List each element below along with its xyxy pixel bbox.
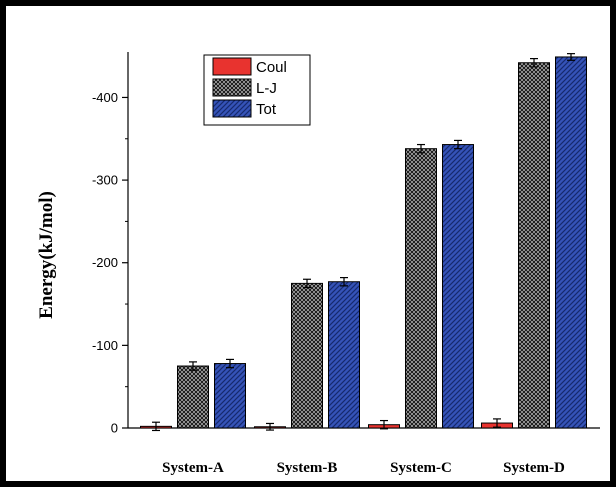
y-axis-title: Energy(kJ/mol) xyxy=(36,191,57,319)
y-tick-label: -200 xyxy=(92,255,118,270)
legend: Coul L-J Tot xyxy=(203,54,311,126)
bar-tot-system-d xyxy=(555,56,587,429)
x-axis: System-A System-B System-C System-D xyxy=(128,427,600,476)
x-category-label: System-C xyxy=(390,460,452,476)
bar-tot-system-b xyxy=(328,281,360,429)
bars xyxy=(140,53,587,432)
bar-l-j-system-d xyxy=(518,62,550,429)
legend-swatch-l-j xyxy=(212,78,252,97)
x-category-label: System-B xyxy=(277,460,338,476)
bar-l-j-system-b xyxy=(291,282,323,429)
legend-label-tot: Tot xyxy=(256,101,277,118)
y-tick-label: -100 xyxy=(92,338,118,353)
bar-tot-system-a xyxy=(214,363,246,429)
legend-label-l-j: L-J xyxy=(256,80,277,97)
y-axis: 0 -100 -200 -300 -400 xyxy=(92,52,129,436)
bar-l-j-system-a xyxy=(177,365,209,429)
bar-l-j-system-c xyxy=(405,148,437,429)
y-tick-label: 0 xyxy=(111,421,118,436)
x-category-label: System-A xyxy=(162,460,224,476)
bar-tot-system-c xyxy=(442,144,474,429)
legend-swatch-coul xyxy=(212,57,252,76)
y-tick-label: -300 xyxy=(92,173,118,188)
legend-swatch-tot xyxy=(212,99,252,118)
legend-label-coul: Coul xyxy=(256,59,287,76)
y-tick-label: -400 xyxy=(92,90,118,105)
x-category-label: System-D xyxy=(503,460,565,476)
